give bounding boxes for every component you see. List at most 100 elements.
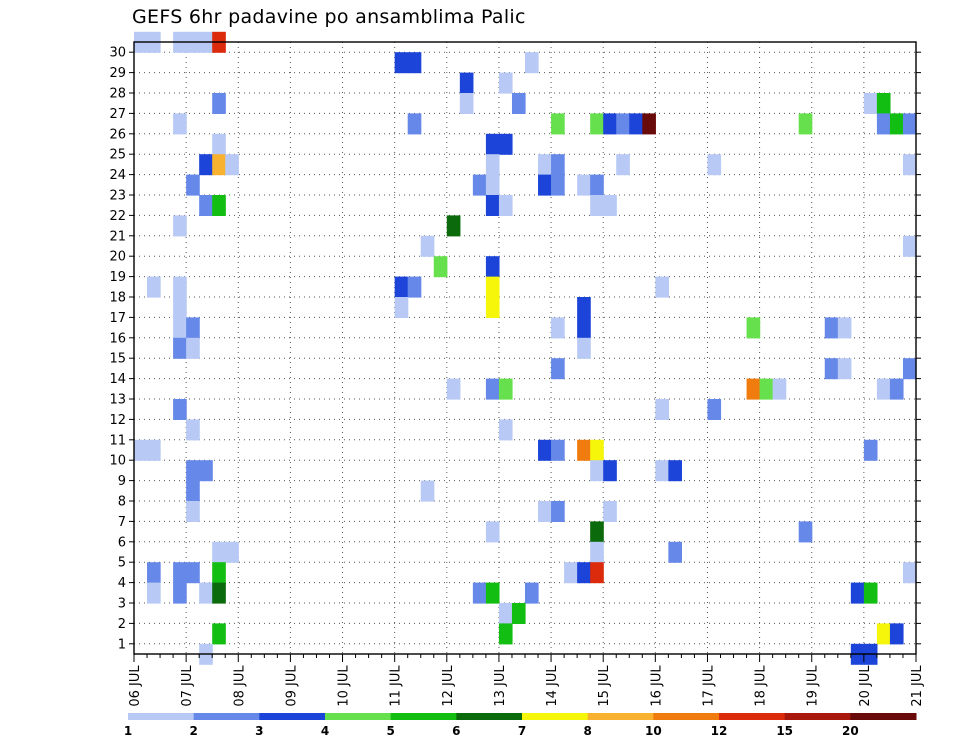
heatmap-cell (485, 521, 500, 543)
colorbar-swatch (522, 713, 589, 720)
x-tick-label: 12 JUL (441, 665, 456, 707)
heatmap-cell (603, 113, 617, 135)
y-tick-label: 29 (109, 66, 126, 81)
heatmap-cell (147, 276, 161, 298)
heatmap-cell (746, 378, 761, 400)
x-tick-label: 11 JUL (389, 665, 404, 707)
x-tick-label: 21 JUL (910, 665, 925, 707)
heatmap-cell (538, 501, 552, 522)
heatmap-cell (199, 460, 213, 482)
heatmap-cell (603, 460, 617, 482)
heatmap-cell (485, 297, 500, 318)
heatmap-cell (837, 358, 852, 380)
heatmap-cell (902, 154, 917, 176)
heatmap-cell (590, 439, 604, 461)
heatmap-cell (433, 256, 448, 278)
heatmap-cell (147, 439, 161, 461)
x-tick-label: 16 JUL (649, 665, 664, 707)
heatmap-cell (889, 623, 904, 645)
heatmap-cell (551, 358, 565, 380)
colorbar-label: 10 (645, 724, 662, 738)
chart-title: GEFS 6hr padavine po ansamblima Palic (132, 6, 526, 28)
heatmap-cell (485, 195, 500, 216)
x-tick-label: 18 JUL (754, 665, 769, 707)
heatmap-cell (472, 174, 487, 196)
heatmap-cell (199, 195, 213, 216)
heatmap-cell (212, 623, 226, 645)
heatmap-cell (485, 256, 500, 278)
heatmap-cell (590, 460, 604, 482)
heatmap-cell (472, 582, 487, 604)
heatmap-cell (551, 501, 565, 522)
heatmap-cell (225, 154, 239, 176)
y-tick-label: 27 (109, 107, 126, 122)
data-cells (134, 31, 917, 665)
colorbar-swatch (719, 713, 786, 720)
x-tick-label: 08 JUL (232, 665, 247, 707)
heatmap-cell (485, 174, 500, 196)
heatmap-cell (538, 174, 552, 196)
heatmap-cell (824, 358, 839, 380)
heatmap-cell (616, 154, 630, 176)
heatmap-cell (876, 623, 891, 645)
heatmap-cell (798, 113, 813, 135)
heatmap-cell (590, 174, 604, 196)
x-tick-label: 10 JUL (337, 665, 352, 707)
colorbar-swatch (850, 713, 917, 720)
colorbar-swatch (784, 713, 851, 720)
heatmap-cell (407, 52, 422, 74)
heatmap-cell (564, 562, 578, 584)
heatmap-cell (394, 52, 409, 74)
x-tick-label: 13 JUL (493, 665, 508, 707)
y-tick-label: 24 (109, 168, 126, 183)
heatmap-cell (863, 439, 878, 461)
y-tick-label: 20 (109, 250, 126, 265)
heatmap-cell (668, 541, 682, 563)
heatmap-cell (538, 154, 552, 176)
heatmap-cell (824, 317, 839, 339)
heatmap-cell (212, 582, 226, 604)
heatmap-cell (459, 93, 474, 114)
heatmap-cell (498, 603, 513, 624)
colorbar-label: 8 (583, 724, 591, 738)
heatmap-cell (850, 582, 865, 604)
heatmap-cell (902, 235, 917, 257)
x-tick-label: 17 JUL (701, 665, 716, 707)
heatmap-cell (186, 480, 200, 502)
colorbar: 1 2 3 4 5 6 7 8 10 12 15 20 (124, 713, 917, 738)
x-tick-label: 07 JUL (180, 665, 195, 707)
heatmap-cell (485, 582, 500, 604)
heatmap-cell (186, 562, 200, 584)
colorbar-swatch (325, 713, 392, 720)
heatmap-cell (173, 399, 187, 420)
heatmap-cell (173, 215, 187, 237)
heatmap-cell (173, 113, 187, 135)
heatmap-cell (616, 113, 630, 135)
heatmap-cell (420, 480, 435, 502)
heatmap-cell (889, 378, 904, 400)
heatmap-cell (551, 154, 565, 176)
heatmap-cell (577, 174, 591, 196)
heatmap-cell (707, 154, 722, 176)
heatmap-cell (485, 154, 500, 176)
colorbar-label: 20 (842, 724, 859, 738)
heatmap-cell (551, 174, 565, 196)
heatmap-cell (147, 562, 161, 584)
heatmap-cell (603, 501, 617, 522)
heatmap-cell (485, 133, 500, 155)
colorbar-label: 5 (386, 724, 394, 738)
heatmap-cell (629, 113, 643, 135)
heatmap-cell (551, 317, 565, 339)
heatmap-cell (186, 317, 200, 339)
colorbar-label: 7 (518, 724, 526, 738)
heatmap-cell (707, 399, 722, 420)
heatmap-cell (199, 582, 213, 604)
y-tick-label: 17 (109, 311, 126, 326)
heatmap-cell (485, 276, 500, 298)
heatmap-cell (186, 337, 200, 359)
colorbar-swatch (259, 713, 326, 720)
heatmap-cell (407, 113, 422, 135)
heatmap-cell (394, 297, 409, 318)
heatmap-cell (498, 133, 513, 155)
